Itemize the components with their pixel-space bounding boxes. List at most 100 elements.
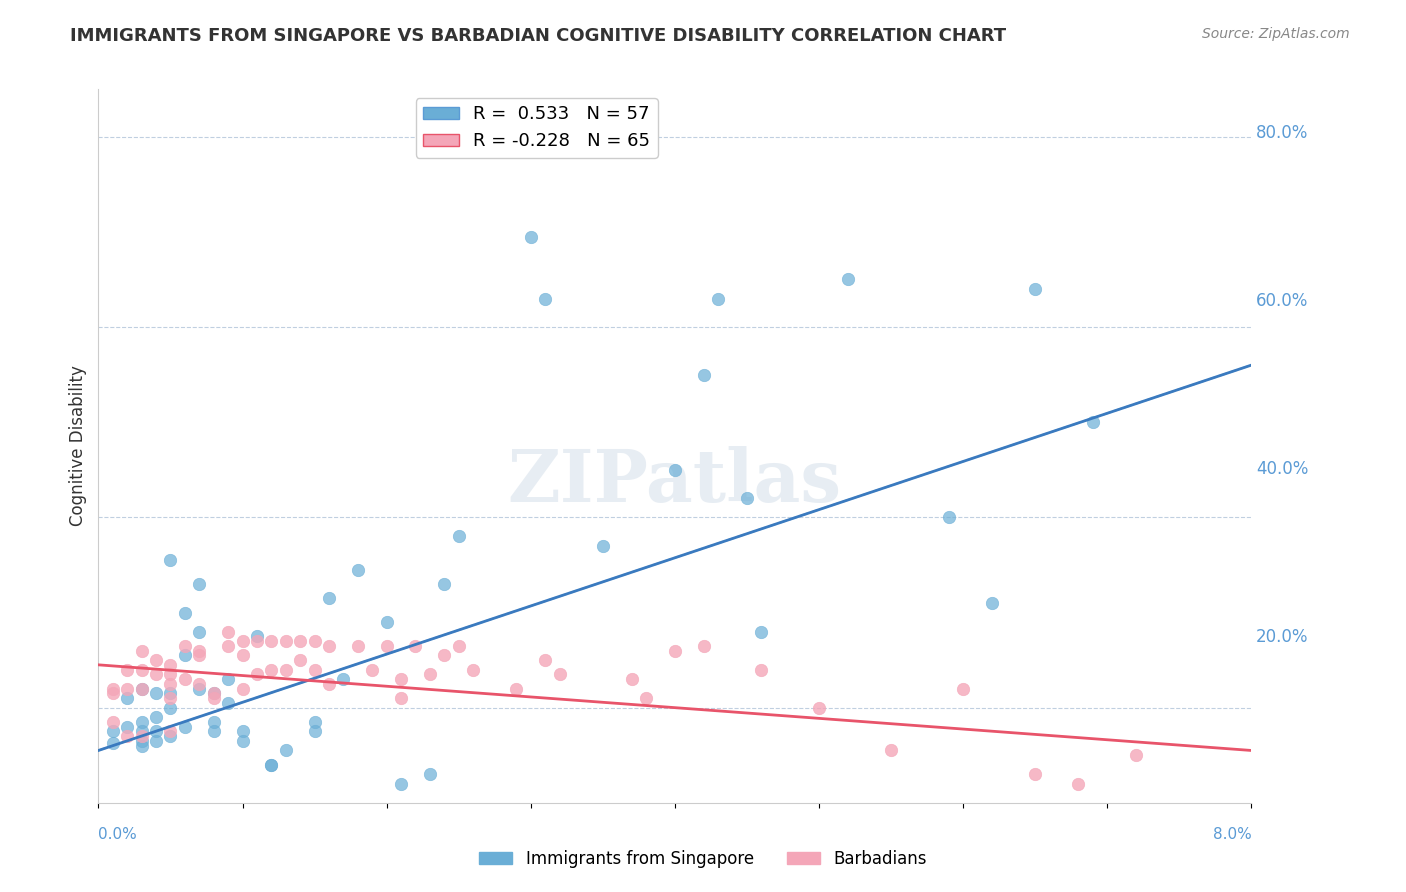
Point bbox=[174, 648, 197, 663]
Point bbox=[117, 720, 139, 734]
Point bbox=[131, 681, 153, 696]
Point bbox=[159, 553, 181, 567]
Point bbox=[188, 643, 211, 657]
Point bbox=[188, 648, 211, 663]
Point bbox=[159, 729, 181, 743]
Point bbox=[290, 653, 312, 667]
Point bbox=[304, 634, 326, 648]
Point bbox=[419, 767, 441, 781]
Point bbox=[159, 700, 181, 714]
Point bbox=[620, 672, 643, 686]
Point bbox=[202, 724, 225, 739]
Point bbox=[304, 724, 326, 739]
Point bbox=[145, 710, 167, 724]
Point bbox=[1024, 282, 1046, 296]
Point bbox=[231, 634, 254, 648]
Legend: R =  0.533   N = 57, R = -0.228   N = 65: R = 0.533 N = 57, R = -0.228 N = 65 bbox=[416, 98, 658, 158]
Point bbox=[1067, 777, 1090, 791]
Point bbox=[131, 734, 153, 748]
Point bbox=[101, 724, 124, 739]
Point bbox=[461, 663, 484, 677]
Point bbox=[101, 686, 124, 700]
Point bbox=[174, 720, 197, 734]
Point bbox=[260, 757, 283, 772]
Point bbox=[389, 672, 412, 686]
Point bbox=[101, 714, 124, 729]
Point bbox=[202, 686, 225, 700]
Point bbox=[231, 681, 254, 696]
Point bbox=[938, 510, 960, 524]
Point bbox=[260, 663, 283, 677]
Point bbox=[807, 700, 830, 714]
Point bbox=[159, 691, 181, 706]
Text: Source: ZipAtlas.com: Source: ZipAtlas.com bbox=[1202, 27, 1350, 41]
Point bbox=[159, 686, 181, 700]
Point bbox=[101, 681, 124, 696]
Point bbox=[534, 292, 557, 306]
Point bbox=[419, 667, 441, 681]
Y-axis label: Cognitive Disability: Cognitive Disability bbox=[69, 366, 87, 526]
Point bbox=[332, 672, 354, 686]
Text: ZIPatlas: ZIPatlas bbox=[508, 446, 842, 517]
Point bbox=[159, 657, 181, 672]
Point bbox=[693, 368, 716, 382]
Point bbox=[174, 639, 197, 653]
Point bbox=[217, 624, 239, 639]
Point bbox=[202, 714, 225, 729]
Point bbox=[131, 681, 153, 696]
Point bbox=[217, 672, 239, 686]
Point bbox=[145, 686, 167, 700]
Point bbox=[548, 667, 571, 681]
Point bbox=[1125, 748, 1147, 763]
Point bbox=[202, 686, 225, 700]
Point bbox=[389, 691, 412, 706]
Point bbox=[505, 681, 527, 696]
Point bbox=[174, 606, 197, 620]
Point bbox=[188, 624, 211, 639]
Point bbox=[346, 563, 368, 577]
Point bbox=[952, 681, 974, 696]
Point bbox=[188, 577, 211, 591]
Point bbox=[693, 639, 716, 653]
Text: 8.0%: 8.0% bbox=[1212, 827, 1251, 841]
Point bbox=[131, 714, 153, 729]
Text: IMMIGRANTS FROM SINGAPORE VS BARBADIAN COGNITIVE DISABILITY CORRELATION CHART: IMMIGRANTS FROM SINGAPORE VS BARBADIAN C… bbox=[70, 27, 1007, 45]
Point bbox=[117, 681, 139, 696]
Point bbox=[707, 292, 730, 306]
Point bbox=[117, 663, 139, 677]
Point bbox=[375, 615, 398, 629]
Point bbox=[131, 739, 153, 753]
Point bbox=[131, 663, 153, 677]
Point bbox=[981, 596, 1004, 610]
Point bbox=[231, 724, 254, 739]
Point bbox=[159, 677, 181, 691]
Point bbox=[534, 653, 557, 667]
Point bbox=[188, 677, 211, 691]
Point bbox=[202, 691, 225, 706]
Point bbox=[433, 577, 456, 591]
Point bbox=[447, 529, 470, 543]
Text: 0.0%: 0.0% bbox=[98, 827, 138, 841]
Point bbox=[447, 639, 470, 653]
Point bbox=[131, 729, 153, 743]
Point bbox=[346, 639, 368, 653]
Point bbox=[131, 643, 153, 657]
Point bbox=[117, 691, 139, 706]
Point bbox=[1024, 767, 1046, 781]
Point bbox=[290, 634, 312, 648]
Point bbox=[751, 663, 773, 677]
Point bbox=[246, 634, 269, 648]
Point bbox=[145, 653, 167, 667]
Point bbox=[405, 639, 427, 653]
Point bbox=[318, 591, 340, 606]
Point bbox=[217, 696, 239, 710]
Point bbox=[361, 663, 384, 677]
Point bbox=[131, 724, 153, 739]
Legend: Immigrants from Singapore, Barbadians: Immigrants from Singapore, Barbadians bbox=[472, 844, 934, 875]
Point bbox=[117, 729, 139, 743]
Point bbox=[880, 743, 903, 757]
Point bbox=[159, 724, 181, 739]
Point bbox=[174, 672, 197, 686]
Point bbox=[217, 639, 239, 653]
Point bbox=[231, 734, 254, 748]
